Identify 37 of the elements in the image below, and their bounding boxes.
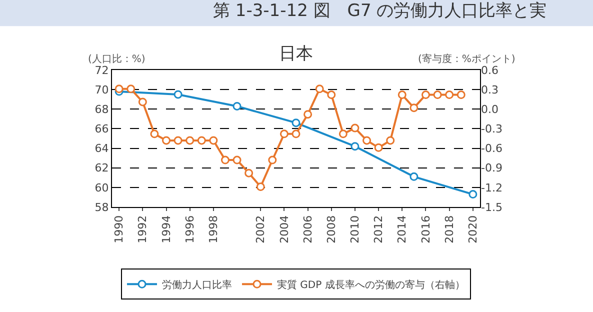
y2-tick-label: 0.3 xyxy=(481,83,498,96)
x-tick-label: 2020 xyxy=(466,215,480,244)
y-tick-label: 66 xyxy=(94,122,109,136)
x-tick-label: 1998 xyxy=(207,215,220,244)
chart-title: 日本 xyxy=(279,44,313,64)
legend-label: 実質 GDP 成長率への労働の寄与（右軸） xyxy=(277,279,465,292)
y2-tick-label: -0.3 xyxy=(481,122,502,136)
x-tick-label: 2004 xyxy=(278,215,291,244)
y-tick-label: 70 xyxy=(94,83,109,96)
x-tick-label: 1992 xyxy=(136,215,150,244)
y2-axis-title: (寄与度：%ポイント) xyxy=(418,53,516,65)
y-tick-label: 68 xyxy=(94,102,109,116)
y2-tick-label: -0.6 xyxy=(481,142,502,156)
y-tick-label: 60 xyxy=(94,181,109,194)
x-tick-label: 2014 xyxy=(396,215,409,244)
y-tick-label: 64 xyxy=(94,142,109,156)
x-tick-label: 2018 xyxy=(442,215,456,244)
x-tick-label: 1990 xyxy=(112,215,126,244)
text: 第 1-3-1-12 図 G7 の労働力人口比率と実 xyxy=(213,1,547,21)
x-tick-label: 2008 xyxy=(324,215,338,244)
y2-tick-label: -1.2 xyxy=(481,181,502,194)
y2-tick-label: 0.0 xyxy=(481,102,498,116)
x-tick-label: 2016 xyxy=(419,215,432,244)
y2-tick-label: -1.5 xyxy=(481,200,502,214)
x-tick-label: 1996 xyxy=(183,215,196,244)
y2-tick-label: 0.6 xyxy=(481,64,498,77)
x-tick-label: 2006 xyxy=(301,215,314,244)
x-tick-label: 1994 xyxy=(160,215,173,244)
y-tick-label: 58 xyxy=(94,200,109,214)
y-tick-label: 72 xyxy=(94,64,109,77)
x-tick-label: 2010 xyxy=(348,215,362,244)
x-tick-label: 2002 xyxy=(254,215,268,244)
y2-tick-label: -0.9 xyxy=(481,162,502,175)
y-axis-title: (人口比：%) xyxy=(88,53,146,65)
y-tick-label: 62 xyxy=(94,162,109,175)
legend-label: 労働力人口比率 xyxy=(162,279,232,292)
x-tick-label: 2012 xyxy=(372,215,386,244)
